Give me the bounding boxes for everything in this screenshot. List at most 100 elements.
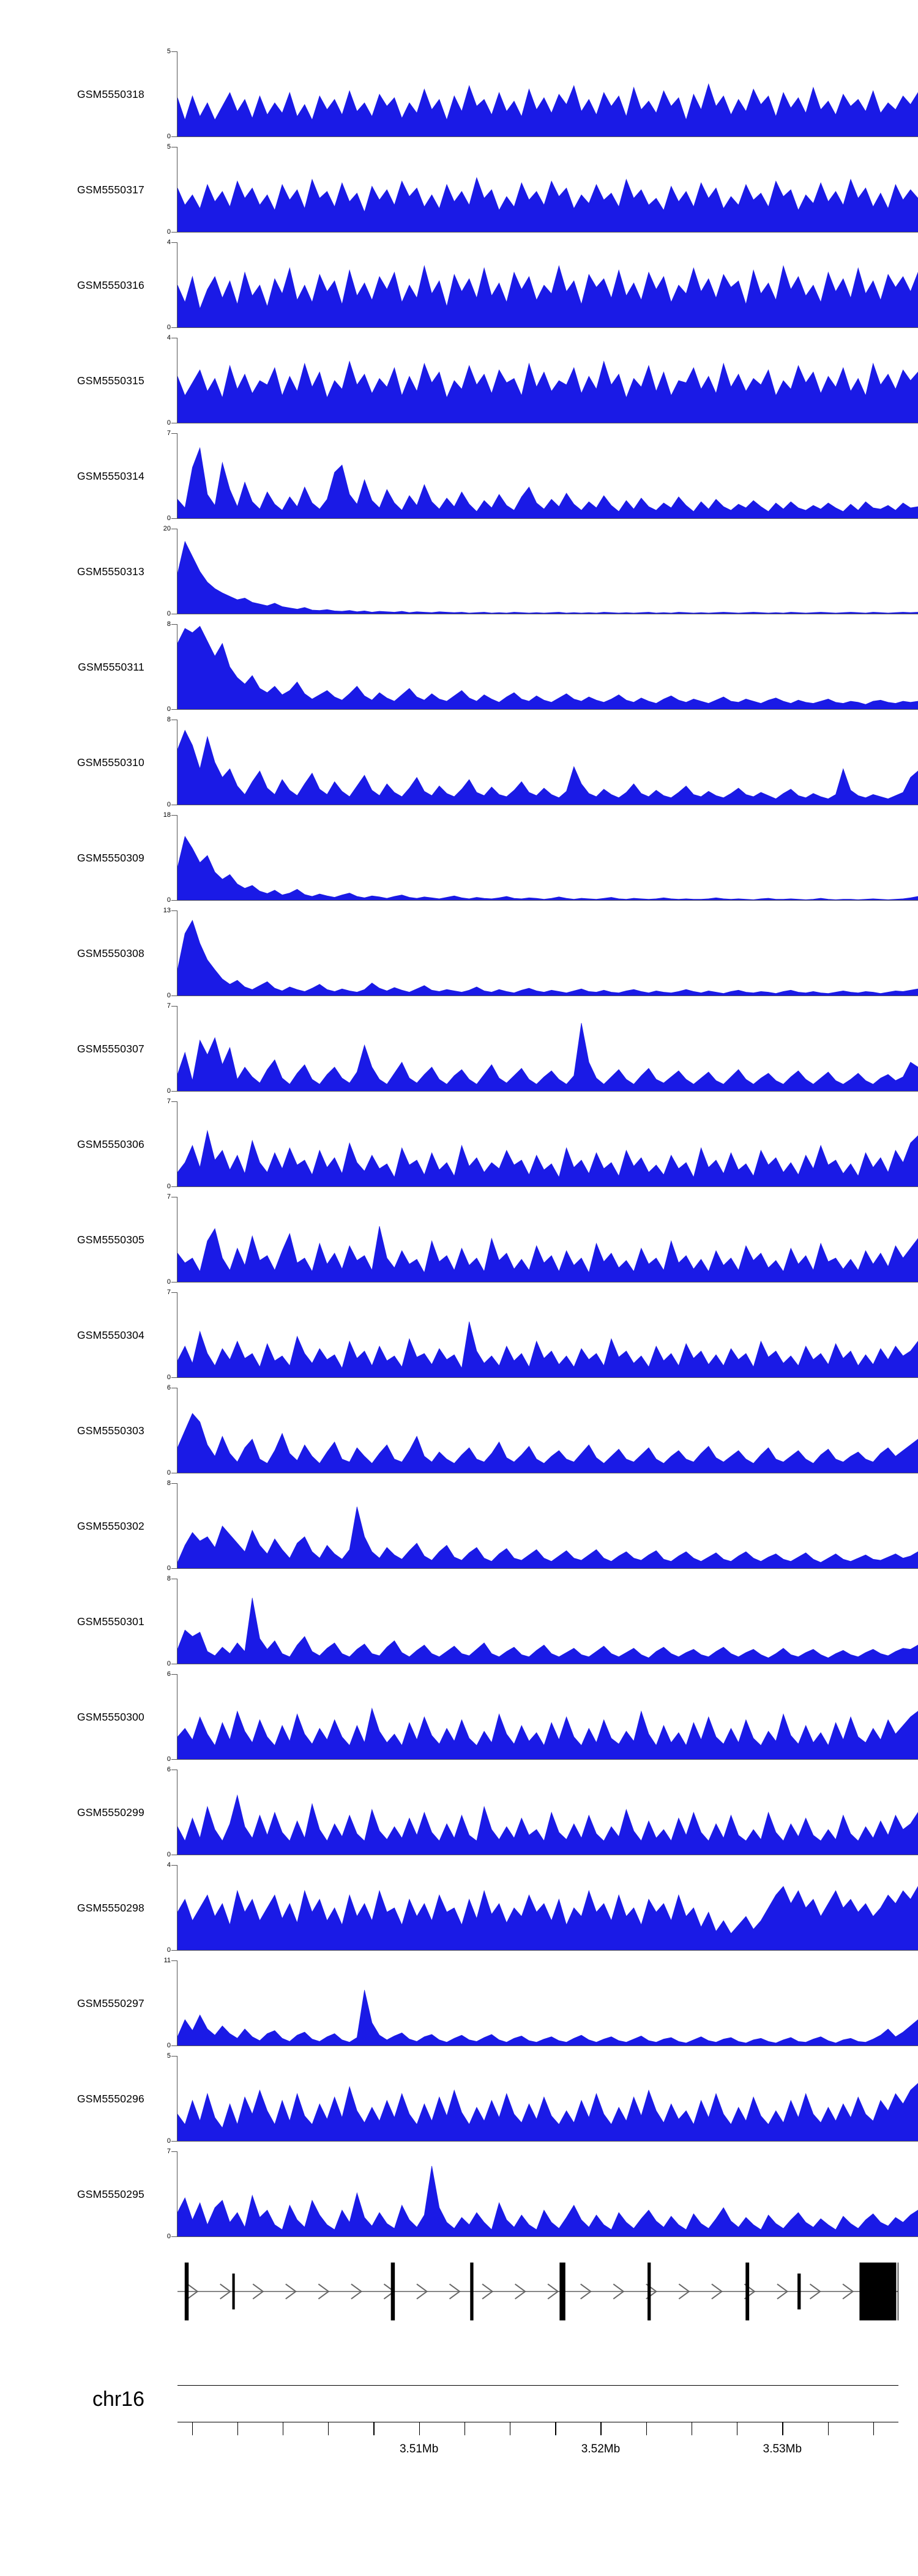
track-label[interactable]: GSM5550315 bbox=[77, 374, 144, 387]
coverage-track: GSM5550306 7 0 bbox=[0, 1098, 918, 1190]
track-label[interactable]: GSM5550314 bbox=[77, 469, 144, 482]
y-axis-tick-min bbox=[171, 518, 177, 519]
y-axis-tick-max bbox=[171, 1292, 177, 1293]
axis-tick bbox=[328, 2422, 329, 2435]
coverage-svg bbox=[177, 83, 918, 137]
strand-arrow-icon bbox=[318, 2284, 330, 2299]
coverage-area-plot[interactable] bbox=[177, 1579, 918, 1664]
coverage-track: GSM5550313 20 0 bbox=[0, 526, 918, 617]
track-label[interactable]: GSM5550307 bbox=[77, 1042, 144, 1055]
exon-block[interactable] bbox=[559, 2262, 565, 2321]
coverage-area-plot[interactable] bbox=[177, 815, 918, 901]
coverage-area-path bbox=[177, 1707, 918, 1760]
strand-arrow-icon bbox=[351, 2284, 363, 2299]
track-label[interactable]: GSM5550317 bbox=[77, 183, 144, 196]
track-label[interactable]: GSM5550316 bbox=[77, 278, 144, 291]
y-axis-max-label: 4 bbox=[166, 239, 171, 246]
coverage-area-plot[interactable] bbox=[177, 147, 918, 233]
exon-block[interactable] bbox=[797, 2273, 801, 2310]
track-y-axis: 13 0 bbox=[153, 907, 177, 999]
coverage-area-plot[interactable] bbox=[177, 338, 918, 423]
coverage-area-path bbox=[177, 1413, 918, 1473]
exon-block[interactable] bbox=[184, 2262, 189, 2321]
track-label[interactable]: GSM5550300 bbox=[77, 1710, 144, 1723]
coverage-area-plot[interactable] bbox=[177, 51, 918, 137]
coverage-area-plot[interactable] bbox=[177, 1960, 918, 2046]
coverage-area-plot[interactable] bbox=[177, 1006, 918, 1092]
y-axis-min-label: 0 bbox=[166, 2042, 171, 2049]
coverage-area-path bbox=[177, 836, 918, 901]
track-label[interactable]: GSM5550304 bbox=[77, 1328, 144, 1341]
exon-block[interactable] bbox=[232, 2273, 235, 2310]
track-label[interactable]: GSM5550308 bbox=[77, 947, 144, 959]
coverage-area-plot[interactable] bbox=[177, 433, 918, 519]
track-baseline bbox=[177, 518, 918, 519]
track-label[interactable]: GSM5550310 bbox=[77, 756, 144, 769]
coverage-area-plot[interactable] bbox=[177, 1197, 918, 1282]
track-label[interactable]: GSM5550311 bbox=[78, 660, 144, 673]
coverage-area-plot[interactable] bbox=[177, 1101, 918, 1187]
coverage-area-plot[interactable] bbox=[177, 2056, 918, 2142]
exon-block[interactable] bbox=[859, 2262, 897, 2321]
track-label[interactable]: GSM5550306 bbox=[77, 1137, 144, 1150]
coverage-area-plot[interactable] bbox=[177, 529, 918, 614]
y-axis-tick-max bbox=[171, 815, 177, 816]
strand-arrow-icon bbox=[842, 2284, 854, 2299]
coverage-area-path bbox=[177, 540, 918, 614]
coverage-area-plot[interactable] bbox=[177, 242, 918, 328]
coverage-track: GSM5550310 8 0 bbox=[0, 717, 918, 808]
coverage-area-plot[interactable] bbox=[177, 1388, 918, 1473]
y-axis-min-label: 0 bbox=[166, 2233, 171, 2240]
coverage-area-path bbox=[177, 2083, 918, 2142]
coverage-area-path bbox=[177, 1130, 918, 1187]
track-label[interactable]: GSM5550298 bbox=[77, 1901, 144, 1914]
coverage-track: GSM5550309 18 0 bbox=[0, 812, 918, 904]
gene-model-drawing[interactable] bbox=[177, 2258, 898, 2325]
strand-arrow-icon bbox=[252, 2284, 264, 2299]
track-label[interactable]: GSM5550299 bbox=[77, 1806, 144, 1818]
y-axis-min-label: 0 bbox=[166, 1946, 171, 1954]
track-label[interactable]: GSM5550296 bbox=[77, 2092, 144, 2105]
y-axis-tick-max bbox=[171, 1674, 177, 1675]
track-label[interactable]: GSM5550295 bbox=[77, 2187, 144, 2200]
axis-tick bbox=[237, 2422, 239, 2435]
y-axis-tick-max bbox=[171, 51, 177, 52]
coverage-area-plot[interactable] bbox=[177, 1865, 918, 1951]
coverage-area-path bbox=[177, 729, 918, 805]
exon-block[interactable] bbox=[390, 2262, 395, 2321]
track-label[interactable]: GSM5550297 bbox=[77, 1997, 144, 2009]
y-axis-max-label: 5 bbox=[166, 143, 171, 151]
coverage-area-path bbox=[177, 1886, 918, 1951]
coverage-area-plot[interactable] bbox=[177, 1674, 918, 1760]
coverage-area-plot[interactable] bbox=[177, 1292, 918, 1378]
coverage-area-path bbox=[177, 625, 918, 710]
coverage-track: GSM5550296 5 0 bbox=[0, 2053, 918, 2145]
track-label[interactable]: GSM5550302 bbox=[77, 1519, 144, 1532]
coverage-area-plot[interactable] bbox=[177, 720, 918, 805]
track-label[interactable]: GSM5550309 bbox=[77, 851, 144, 864]
track-label[interactable]: GSM5550313 bbox=[77, 565, 144, 578]
strand-arrow-icon bbox=[777, 2284, 789, 2299]
coverage-area-plot[interactable] bbox=[177, 1770, 918, 1855]
exon-block[interactable] bbox=[745, 2262, 750, 2321]
coverage-area-plot[interactable] bbox=[177, 2151, 918, 2237]
coverage-area-plot[interactable] bbox=[177, 1483, 918, 1569]
y-axis-tick-min bbox=[171, 1759, 177, 1760]
exon-block[interactable] bbox=[647, 2262, 651, 2321]
track-label[interactable]: GSM5550301 bbox=[77, 1615, 144, 1628]
track-label[interactable]: GSM5550318 bbox=[77, 87, 144, 100]
coverage-svg bbox=[177, 360, 918, 423]
coverage-area-path bbox=[177, 1990, 918, 2046]
track-label[interactable]: GSM5550303 bbox=[77, 1424, 144, 1437]
coverage-area-plot[interactable] bbox=[177, 910, 918, 996]
y-axis-tick-max bbox=[171, 2056, 177, 2057]
coverage-area-plot[interactable] bbox=[177, 624, 918, 710]
track-label[interactable]: GSM5550305 bbox=[77, 1233, 144, 1246]
exon-block[interactable] bbox=[470, 2262, 474, 2321]
coverage-svg bbox=[177, 264, 918, 328]
